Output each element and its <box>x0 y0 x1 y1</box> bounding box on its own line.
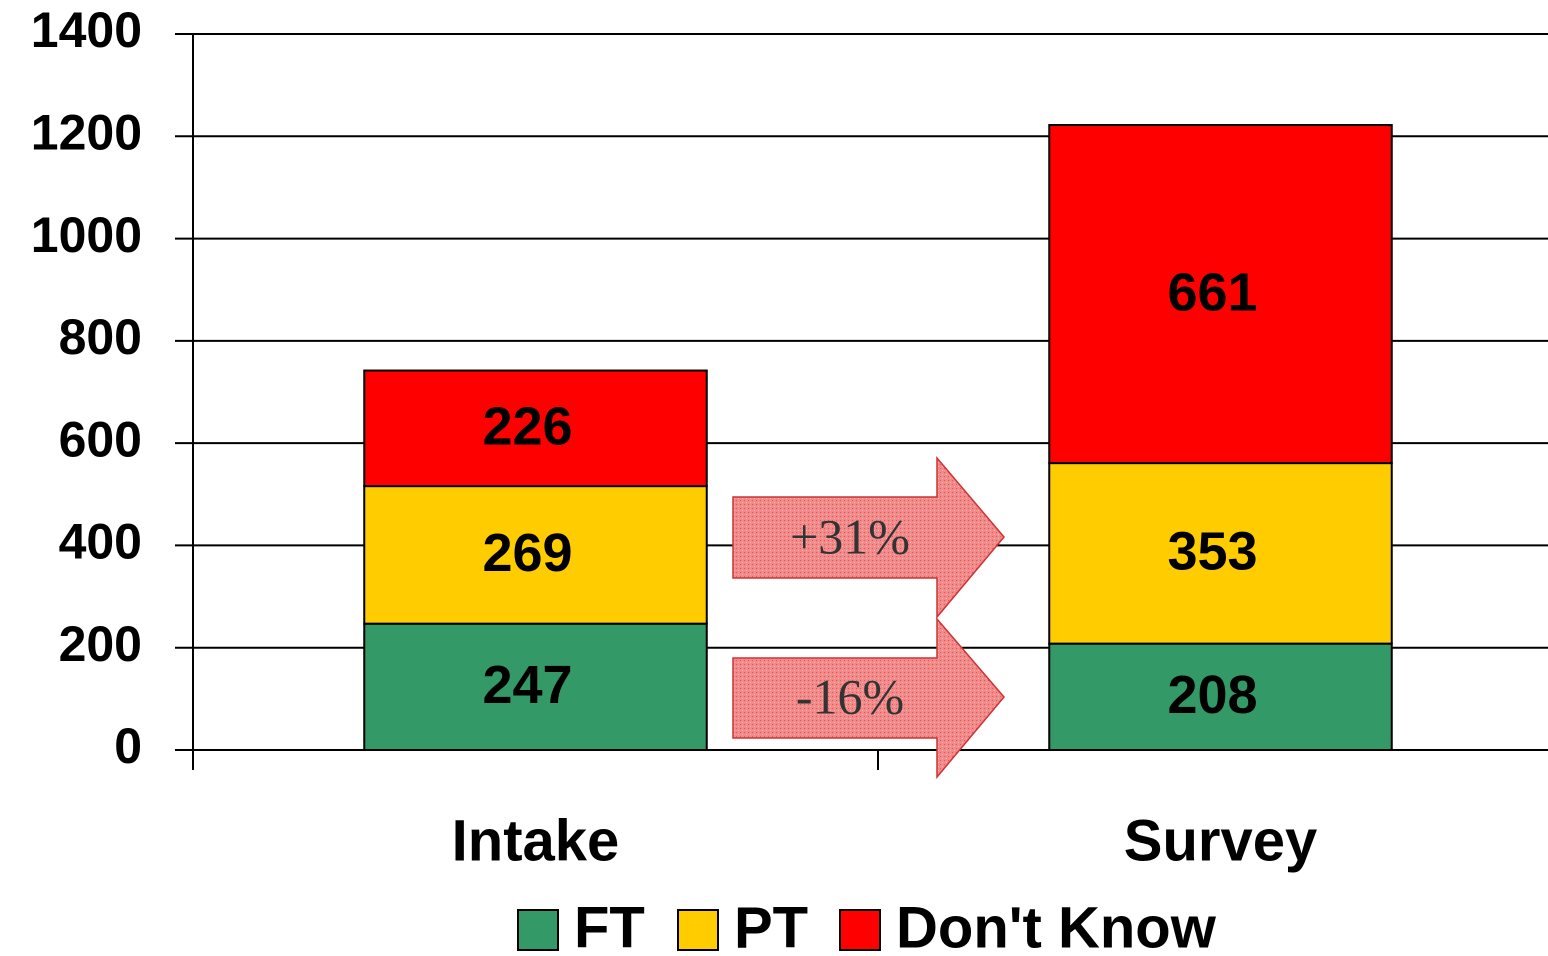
arrow-up: +31% <box>732 455 1005 620</box>
annotation: -16% <box>796 668 904 724</box>
x-tick-label: Intake <box>452 808 620 873</box>
legend-label: Don't Know <box>896 895 1217 956</box>
bar-segment <box>363 369 708 488</box>
y-tick-label: 400 <box>59 514 142 570</box>
y-tick-label: 0 <box>114 718 142 774</box>
y-tick-label: 1200 <box>31 104 142 160</box>
y-tick-label: 600 <box>59 411 142 467</box>
y-tick-label: 200 <box>59 616 142 672</box>
data-label: 661 <box>1167 262 1257 322</box>
plot-area: 0 200 400 600 800 1000 1200 1400 Intake 247 269 226… <box>31 2 1548 956</box>
y-tick-label: 1000 <box>31 207 142 263</box>
y-tick-label: 800 <box>59 309 142 365</box>
data-label: 269 <box>482 523 572 583</box>
bar-segment <box>1048 462 1393 645</box>
legend-swatch <box>677 909 719 951</box>
bar-segment <box>1048 124 1393 465</box>
legend-swatch <box>839 909 881 951</box>
annotation: +31% <box>790 508 910 564</box>
data-label: 247 <box>482 655 572 715</box>
bar-segment <box>1048 642 1393 752</box>
data-label: 353 <box>1167 522 1257 582</box>
bar-segment <box>363 485 708 625</box>
data-label: 208 <box>1167 665 1257 725</box>
arrow-shape <box>732 455 1005 620</box>
data-label: 226 <box>482 397 572 457</box>
legend-label: FT <box>574 895 645 956</box>
x-tick-label: Survey <box>1124 808 1317 873</box>
arrow-down: -16% <box>732 616 1005 780</box>
y-tick-label: 1400 <box>31 2 142 58</box>
legend-swatch <box>517 909 559 951</box>
legend-label: PT <box>734 895 808 956</box>
arrow-shape <box>732 616 1005 780</box>
